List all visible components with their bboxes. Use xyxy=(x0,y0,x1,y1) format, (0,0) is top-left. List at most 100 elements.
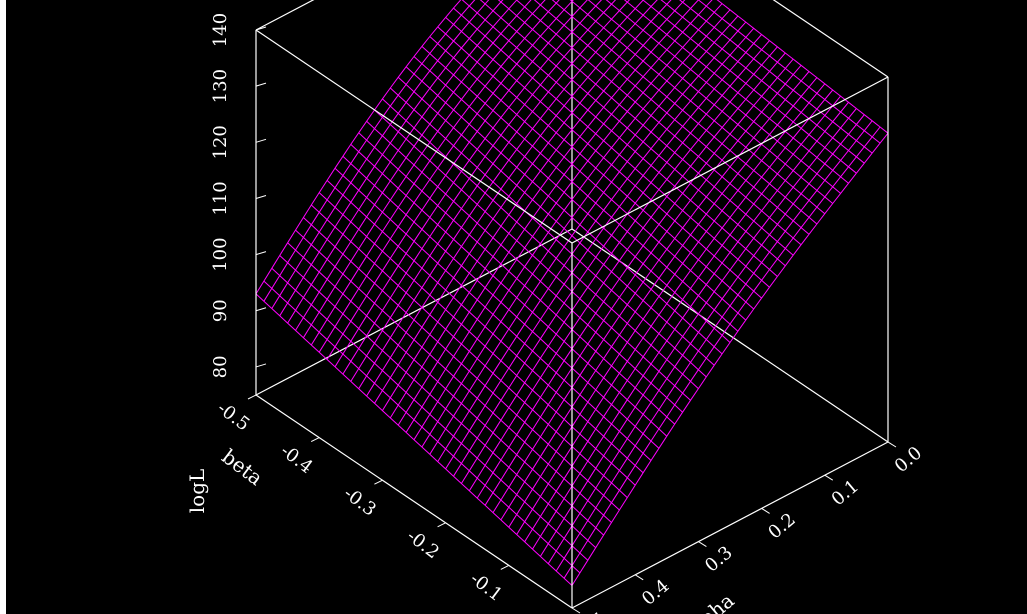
alpha-tick-label: 0.5 xyxy=(575,609,610,614)
alpha-tick xyxy=(634,574,644,581)
bounding-box-front xyxy=(255,29,889,609)
alpha-tick-label: 0.2 xyxy=(764,509,799,543)
bounding-box-back xyxy=(255,0,889,443)
mesh-line-alpha xyxy=(279,255,597,549)
mesh-line-alpha xyxy=(303,217,620,511)
beta-tick-label: -0.3 xyxy=(340,483,380,521)
box-edge xyxy=(571,228,889,443)
mesh-line-alpha xyxy=(366,120,683,413)
mesh-line-alpha xyxy=(295,229,612,523)
alpha-tick xyxy=(761,507,770,514)
beta-tick xyxy=(247,394,257,400)
mesh-line-beta xyxy=(476,58,794,499)
beta-tick-label: -0.5 xyxy=(213,398,253,436)
mesh-line-alpha xyxy=(413,56,731,343)
mesh-line-alpha xyxy=(318,192,636,486)
alpha-tick-label: 0.1 xyxy=(828,476,863,510)
z-tick-label: 80 xyxy=(210,355,231,378)
z-tick-label: 110 xyxy=(210,181,231,215)
surface-plot: 80 90 100 110 120 130 140 logL -0.5 -0.4 -0.3 -0.2-… xyxy=(185,0,926,614)
mesh-line-alpha xyxy=(421,46,739,332)
mesh-line-alpha xyxy=(405,66,723,355)
mesh-line-beta xyxy=(358,0,644,389)
mesh-line-alpha xyxy=(660,0,865,164)
mesh-line-alpha xyxy=(382,98,699,389)
mesh-line-beta xyxy=(484,64,802,506)
z-axis-title: logL xyxy=(185,469,209,514)
tick-marks xyxy=(247,26,897,614)
box-edge xyxy=(255,394,573,609)
z-tick-label: 90 xyxy=(210,299,231,322)
mesh-line-alpha xyxy=(605,0,841,194)
mesh-line-alpha xyxy=(533,0,810,235)
mesh-line-alpha xyxy=(497,0,794,256)
mesh-line-beta xyxy=(295,0,532,331)
axis-labels: 80 90 100 110 120 130 140 logL -0.5 -0.4 -0.3 -0.2-… xyxy=(185,13,926,614)
alpha-axis-title: alpha xyxy=(681,588,739,614)
z-tick xyxy=(255,251,267,256)
alpha-tick-label: 0.0 xyxy=(891,443,926,477)
mesh-line-beta xyxy=(500,77,818,521)
mesh-line-beta xyxy=(421,15,739,448)
mesh-line-beta xyxy=(563,126,881,579)
beta-tick-label: -0.1 xyxy=(466,568,506,606)
alpha-tick xyxy=(824,474,834,481)
mesh-line-beta xyxy=(389,0,699,419)
mesh-line-alpha xyxy=(551,0,818,225)
z-tick xyxy=(255,26,267,31)
surface-mesh xyxy=(255,0,889,586)
mesh-line-alpha xyxy=(310,204,628,498)
beta-tick xyxy=(374,479,383,485)
z-tick-label: 140 xyxy=(210,13,231,47)
beta-tick xyxy=(500,564,510,570)
beta-tick-label: -0.4 xyxy=(276,440,316,478)
z-tick xyxy=(255,82,267,87)
mesh-line-alpha xyxy=(263,280,581,574)
mesh-line-alpha xyxy=(453,7,770,288)
mesh-line-beta xyxy=(453,40,770,477)
mesh-line-beta xyxy=(287,0,518,324)
z-tick-label: 120 xyxy=(210,125,231,159)
mesh-line-alpha xyxy=(445,17,762,299)
z-tick xyxy=(255,194,267,199)
mesh-line-alpha xyxy=(271,267,589,561)
alpha-tick-label: 0.3 xyxy=(701,542,736,576)
mesh-line-alpha xyxy=(716,0,889,134)
mesh-line-alpha xyxy=(287,242,604,536)
mesh-line-alpha xyxy=(623,0,849,184)
mesh-line-alpha xyxy=(461,0,778,277)
alpha-tick xyxy=(887,441,897,448)
mesh-line-beta xyxy=(492,71,810,513)
mesh-line-beta xyxy=(445,34,762,470)
mesh-line-beta xyxy=(381,0,686,411)
mesh-line-alpha xyxy=(679,0,873,154)
mesh-line-alpha xyxy=(437,26,755,310)
z-tick xyxy=(255,307,267,312)
mesh-line-alpha xyxy=(642,0,857,174)
beta-axis-title: beta xyxy=(217,444,267,490)
mesh-line-alpha xyxy=(374,109,691,401)
box-edge xyxy=(255,29,573,244)
beta-tick-label: -0.2 xyxy=(403,526,443,564)
mesh-line-alpha xyxy=(479,0,786,267)
mesh-line-alpha xyxy=(326,180,644,474)
mesh-line-beta xyxy=(366,0,658,397)
mesh-line-alpha xyxy=(255,293,573,586)
box-edge xyxy=(255,0,315,31)
z-tick xyxy=(255,363,267,368)
z-tick-label: 100 xyxy=(210,237,231,271)
alpha-tick-label: 0.4 xyxy=(638,575,673,609)
box-edge xyxy=(571,441,889,609)
box-edge xyxy=(571,76,889,244)
z-tick xyxy=(255,138,267,143)
mesh-line-beta xyxy=(468,52,786,492)
mesh-line-beta xyxy=(405,3,723,433)
alpha-tick xyxy=(571,607,581,614)
mesh-line-alpha xyxy=(397,76,715,366)
box-edge xyxy=(772,0,889,78)
beta-tick xyxy=(310,437,320,443)
mesh-line-beta xyxy=(279,0,504,317)
mesh-line-alpha xyxy=(515,0,802,246)
box-edge xyxy=(255,228,573,396)
